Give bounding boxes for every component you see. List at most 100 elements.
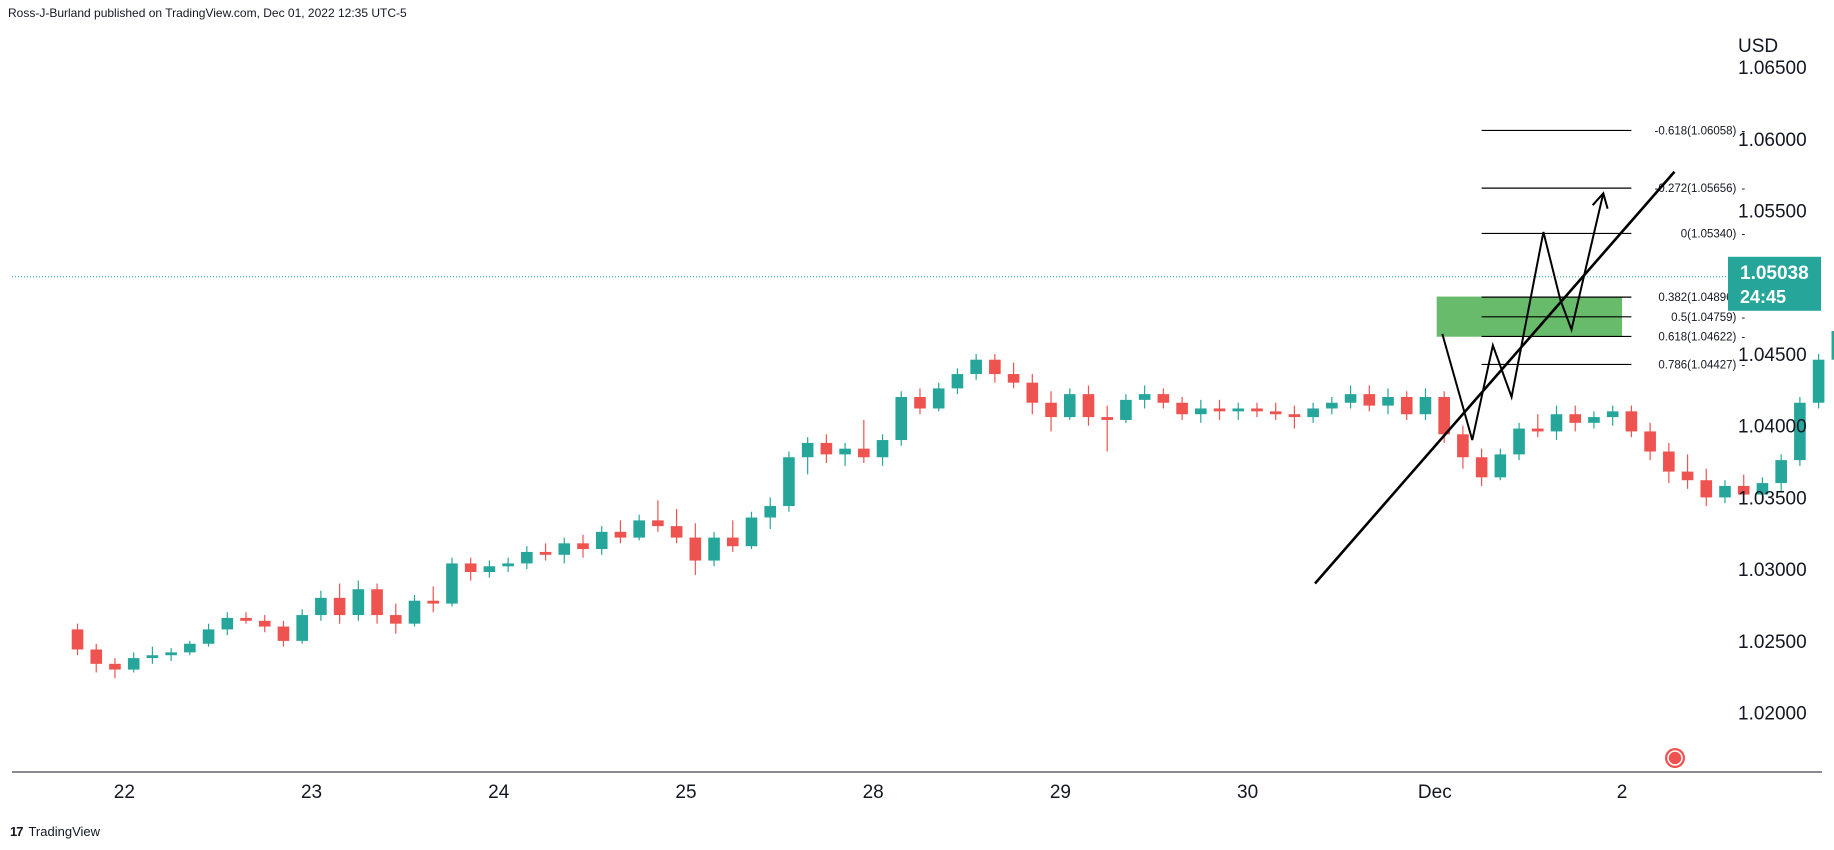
candle-body xyxy=(1251,408,1263,412)
candles-layer xyxy=(71,331,1834,679)
candle-body xyxy=(315,597,327,616)
candle-body xyxy=(670,526,683,538)
time-tick-label: 22 xyxy=(114,782,135,803)
candle-body xyxy=(1569,414,1582,423)
price-tick-label: 1.04500 xyxy=(1738,345,1807,366)
time-tick-label: 28 xyxy=(863,782,884,803)
candle-body xyxy=(352,589,365,616)
price-tick-label: 1.03500 xyxy=(1738,488,1807,509)
time-axis[interactable]: 22 23 24 25 28 29 30 Dec 2 xyxy=(12,771,1822,803)
candle-body xyxy=(764,506,777,518)
candle-body xyxy=(1363,394,1376,406)
fib-level-label: -0.272(1.05656) xyxy=(1655,183,1737,195)
candle-body xyxy=(1494,454,1507,478)
candle-body xyxy=(1176,402,1188,415)
countdown-timer: 24:45 xyxy=(1740,287,1786,307)
candle-body xyxy=(989,359,1001,375)
candle-body xyxy=(820,442,833,455)
candle-body xyxy=(726,537,739,547)
candle-body xyxy=(858,448,870,458)
candle-body xyxy=(1194,408,1207,415)
candle-body xyxy=(71,629,84,650)
candle-body xyxy=(90,649,103,664)
candle-body xyxy=(333,597,346,616)
fib-level-label: 0.382(1.04896) xyxy=(1658,292,1736,304)
candle-body xyxy=(745,517,758,547)
flag-ring-icon xyxy=(1667,750,1683,766)
price-axis[interactable]: USD1.065001.060001.055001.050001.045001.… xyxy=(1728,36,1821,725)
candle-body xyxy=(539,551,552,555)
candle-body xyxy=(1663,451,1675,472)
price-tick-label: 1.06500 xyxy=(1738,58,1807,79)
candle-body xyxy=(914,397,926,409)
candle-body xyxy=(577,543,589,550)
drawings-layer: -0.618(1.06058) --0.272(1.05656) -0(1.0534… xyxy=(12,125,1745,768)
candle-body xyxy=(1550,414,1563,432)
tradingview-logo-icon: 17 xyxy=(10,824,24,839)
candle-body xyxy=(689,537,702,561)
candle-body xyxy=(240,617,252,621)
candle-body xyxy=(876,440,889,458)
price-tick-label: 1.02500 xyxy=(1738,632,1807,653)
candle-body xyxy=(1475,457,1488,478)
candle-body xyxy=(1138,394,1151,400)
candle-body xyxy=(1269,411,1282,415)
candle-body xyxy=(783,457,795,507)
candle-body xyxy=(277,626,290,641)
candle-body xyxy=(1344,394,1357,403)
price-tick-label: 1.02000 xyxy=(1738,704,1807,725)
fib-level-dash: - xyxy=(1741,312,1745,324)
candle-body xyxy=(202,629,215,644)
footer-brand[interactable]: 17 TradingView xyxy=(10,824,100,839)
time-tick-label: 30 xyxy=(1237,782,1258,803)
candle-body xyxy=(1063,394,1076,418)
candle-body xyxy=(1288,414,1301,418)
time-tick-label: 25 xyxy=(675,782,696,803)
candle-body xyxy=(184,643,196,653)
candle-body xyxy=(371,589,383,616)
candle-body xyxy=(1794,402,1806,461)
candle-body xyxy=(1588,417,1600,423)
candle-body xyxy=(521,551,533,564)
current-price-value: 1.05038 xyxy=(1740,263,1809,284)
trendline xyxy=(1314,170,1676,585)
currency-label: USD xyxy=(1738,36,1778,57)
candle-body xyxy=(558,543,571,555)
candle-body xyxy=(502,563,514,567)
candle-body xyxy=(258,620,271,627)
candle-body xyxy=(1307,408,1319,418)
price-tick-label: 1.06000 xyxy=(1738,130,1807,151)
price-tick-label: 1.04000 xyxy=(1738,417,1807,438)
fib-level-dash: - xyxy=(1741,359,1745,371)
candle-body xyxy=(109,663,121,670)
candle-body xyxy=(1625,411,1638,432)
candle-body xyxy=(165,652,177,656)
candle-body xyxy=(1120,399,1132,420)
candle-body xyxy=(427,600,440,604)
candle-body xyxy=(1775,460,1787,484)
current-price-tag xyxy=(1728,256,1821,311)
candle-body xyxy=(408,600,421,624)
candle-body xyxy=(127,658,140,670)
price-tick-label: 1.05500 xyxy=(1738,202,1807,223)
candle-body xyxy=(221,617,234,630)
candle-body xyxy=(1213,408,1226,412)
fib-level-dash: - xyxy=(1741,125,1745,137)
candle-body xyxy=(389,615,402,624)
candle-body xyxy=(839,448,851,455)
candle-body xyxy=(895,397,908,441)
candle-body xyxy=(1232,408,1245,412)
candle-body xyxy=(146,655,159,659)
candle-body xyxy=(1382,397,1394,406)
candle-body xyxy=(951,374,964,389)
candle-body xyxy=(1045,402,1057,418)
candle-body xyxy=(1737,485,1750,495)
fib-level-label: 0.5(1.04759) xyxy=(1671,312,1736,324)
time-tick-label: 2 xyxy=(1617,782,1628,803)
candle-body xyxy=(1157,394,1170,403)
candle-body xyxy=(1101,417,1114,420)
time-tick-label: 23 xyxy=(301,782,322,803)
candle-body xyxy=(296,615,308,641)
candle-body xyxy=(1756,483,1769,495)
